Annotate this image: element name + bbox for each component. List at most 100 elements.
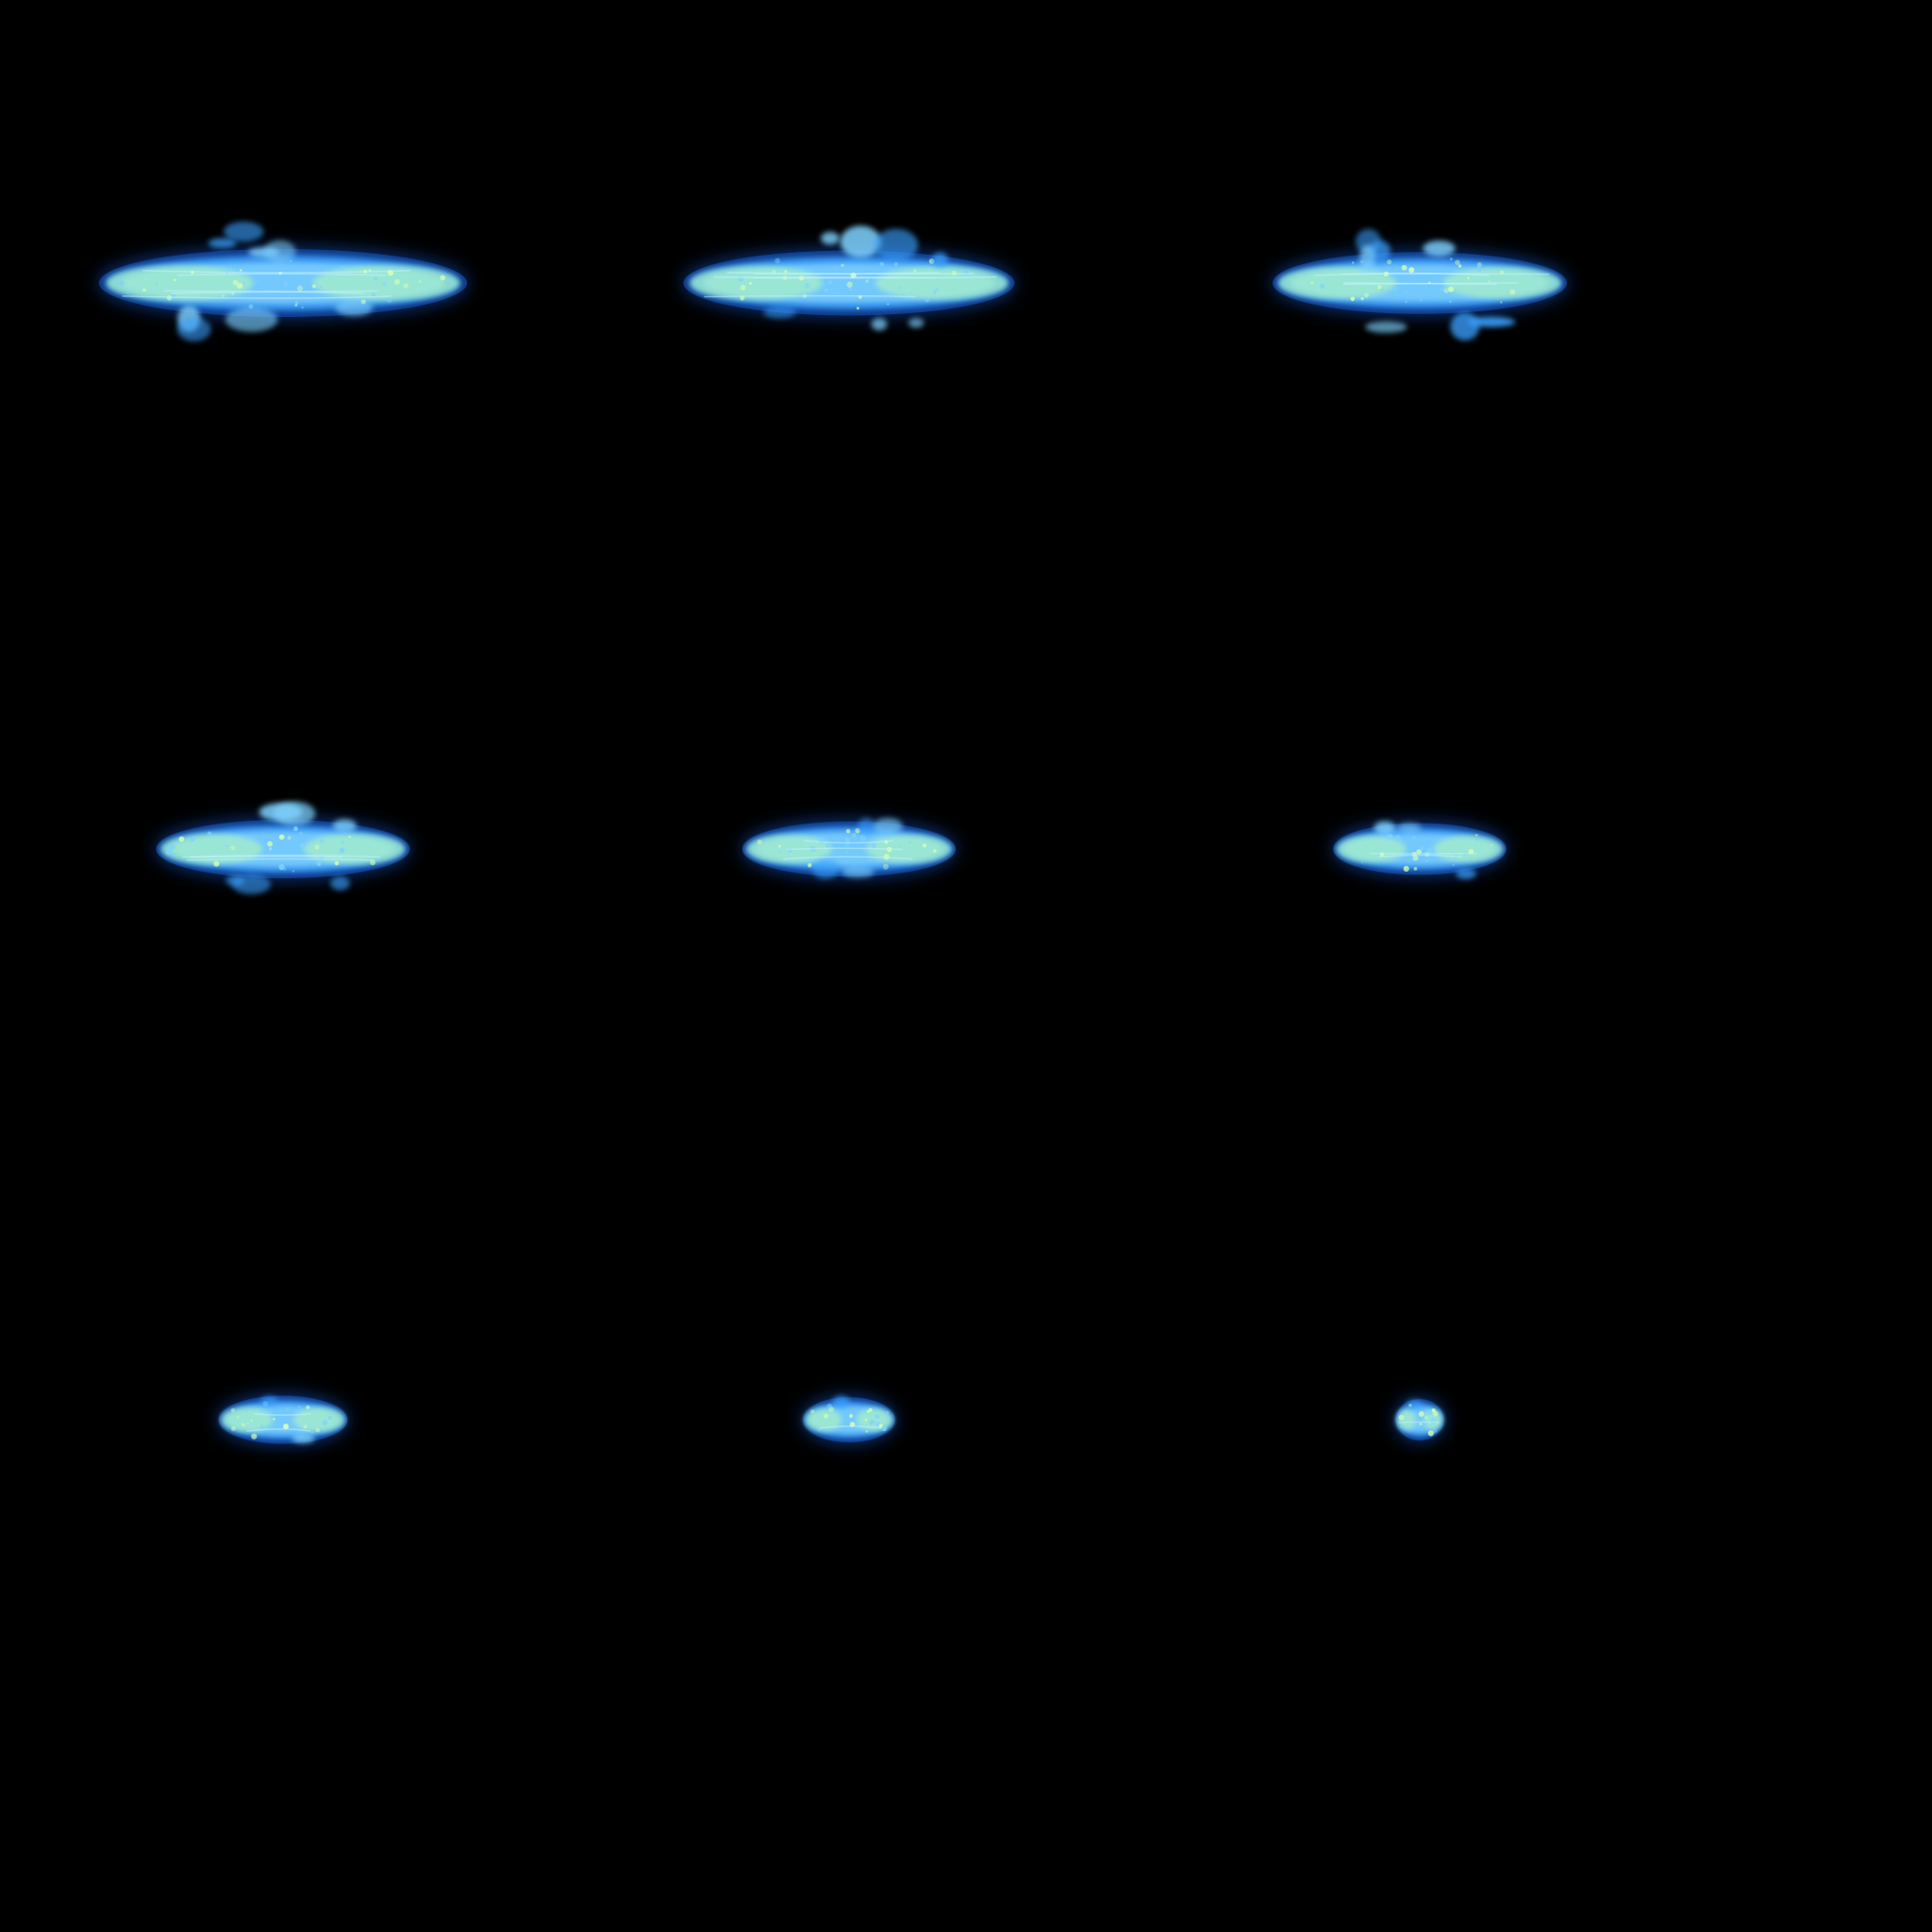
frame-particle <box>341 840 345 844</box>
frame-particle <box>827 279 833 285</box>
frame-particle <box>864 1418 868 1422</box>
frame-wisp <box>1359 244 1375 273</box>
frame-particle <box>828 1407 834 1412</box>
frame-particle <box>1458 264 1462 268</box>
frame-particle <box>303 1424 308 1429</box>
frame-particle <box>784 270 788 274</box>
frame-wisp <box>1467 316 1516 327</box>
frame-wisp <box>871 318 888 331</box>
frame-streak <box>704 294 916 298</box>
frame-particle <box>849 1414 854 1418</box>
frame-particle <box>841 263 844 267</box>
frame-particle <box>1450 258 1453 260</box>
frame-particle <box>1444 290 1448 293</box>
frame-particle <box>296 285 304 291</box>
frame-core-lobe <box>1396 1408 1416 1431</box>
frame-particle <box>825 844 829 848</box>
frame-particle <box>1418 1410 1424 1417</box>
frame-particle <box>230 845 236 851</box>
frame-particle <box>810 1409 815 1414</box>
frame-core-lobe <box>875 266 1008 300</box>
frame-streak <box>819 1425 881 1429</box>
frame-particle <box>874 1421 880 1426</box>
frame-particle <box>166 847 173 854</box>
frame-wisp <box>1374 821 1396 835</box>
frame-wisp <box>335 299 374 316</box>
sprite-frame-4 <box>156 801 410 894</box>
frame-wisp <box>832 1395 850 1408</box>
frame-particle <box>1364 292 1369 298</box>
frame-particle <box>1394 835 1401 841</box>
frame-core-lobe <box>221 1407 274 1433</box>
frame-particle <box>1404 291 1407 294</box>
frame-streak <box>786 847 904 851</box>
frame-particle <box>259 1424 264 1429</box>
frame-wisp <box>1456 868 1476 879</box>
frame-particle <box>370 859 375 866</box>
frame-particle <box>283 1424 290 1430</box>
frame-particle <box>320 839 324 843</box>
frame-particle <box>119 280 125 286</box>
frame-wisp <box>260 1396 278 1406</box>
frame-particle <box>924 297 930 303</box>
frame-particle <box>1408 267 1415 274</box>
frame-wisp <box>1365 321 1407 333</box>
frame-particle <box>244 1408 248 1411</box>
frame-particle <box>299 832 303 836</box>
frame-particle <box>844 850 848 854</box>
frame-particle <box>823 1413 829 1419</box>
frame-particle <box>315 1427 321 1433</box>
frame-wisp <box>874 228 919 261</box>
frame-particle <box>808 863 812 868</box>
frame-particle <box>1405 301 1407 303</box>
frame-particle <box>1350 296 1356 302</box>
frame-particle <box>257 279 260 284</box>
frame-particle <box>320 285 324 289</box>
frame-wisp <box>231 874 271 894</box>
frame-particle <box>935 288 939 291</box>
frame-particle <box>1426 1410 1433 1416</box>
frame-wisp <box>908 318 924 328</box>
frame-particle <box>125 291 129 294</box>
frame-particle <box>874 1413 880 1420</box>
frame-particle <box>386 297 392 304</box>
frame-core-lobe <box>292 1407 345 1433</box>
frame-particle <box>824 288 828 292</box>
frame-particle <box>287 836 291 841</box>
frame-particle <box>250 1419 254 1423</box>
frame-particle <box>316 860 322 866</box>
frame-streak <box>1378 854 1462 858</box>
frame-particle <box>1426 847 1433 854</box>
frames-layer <box>99 221 1567 1444</box>
frame-wisp <box>1423 241 1456 257</box>
frame-particle <box>174 278 176 282</box>
frame-particle <box>172 852 176 858</box>
frame-particle <box>749 281 752 285</box>
frame-particle <box>1427 1430 1434 1437</box>
frame-particle <box>1431 1408 1436 1413</box>
frame-particle <box>868 859 871 862</box>
frame-particle <box>419 280 422 283</box>
frame-particle <box>1403 865 1409 873</box>
sprite-frame-2 <box>683 225 1015 331</box>
frame-particle <box>301 306 305 309</box>
frame-particle <box>273 1417 275 1421</box>
frame-streak <box>182 856 343 858</box>
frame-particle <box>1380 288 1384 291</box>
frame-particle <box>932 291 937 294</box>
frame-particle <box>339 847 345 854</box>
frame-particle <box>893 262 899 267</box>
frame-particle <box>1401 264 1407 271</box>
frame-core-lobe <box>1433 835 1503 863</box>
frame-particle <box>278 863 285 871</box>
frame-wisp <box>1406 1399 1424 1410</box>
frame-particle <box>178 836 185 842</box>
frame-wisp <box>858 818 875 836</box>
sprite-frame-1 <box>99 221 467 341</box>
frame-particle <box>289 259 292 263</box>
frame-wisp <box>812 858 840 879</box>
frame-particle <box>1388 834 1393 840</box>
frame-particle <box>310 1430 314 1434</box>
frame-wisp <box>332 819 357 833</box>
